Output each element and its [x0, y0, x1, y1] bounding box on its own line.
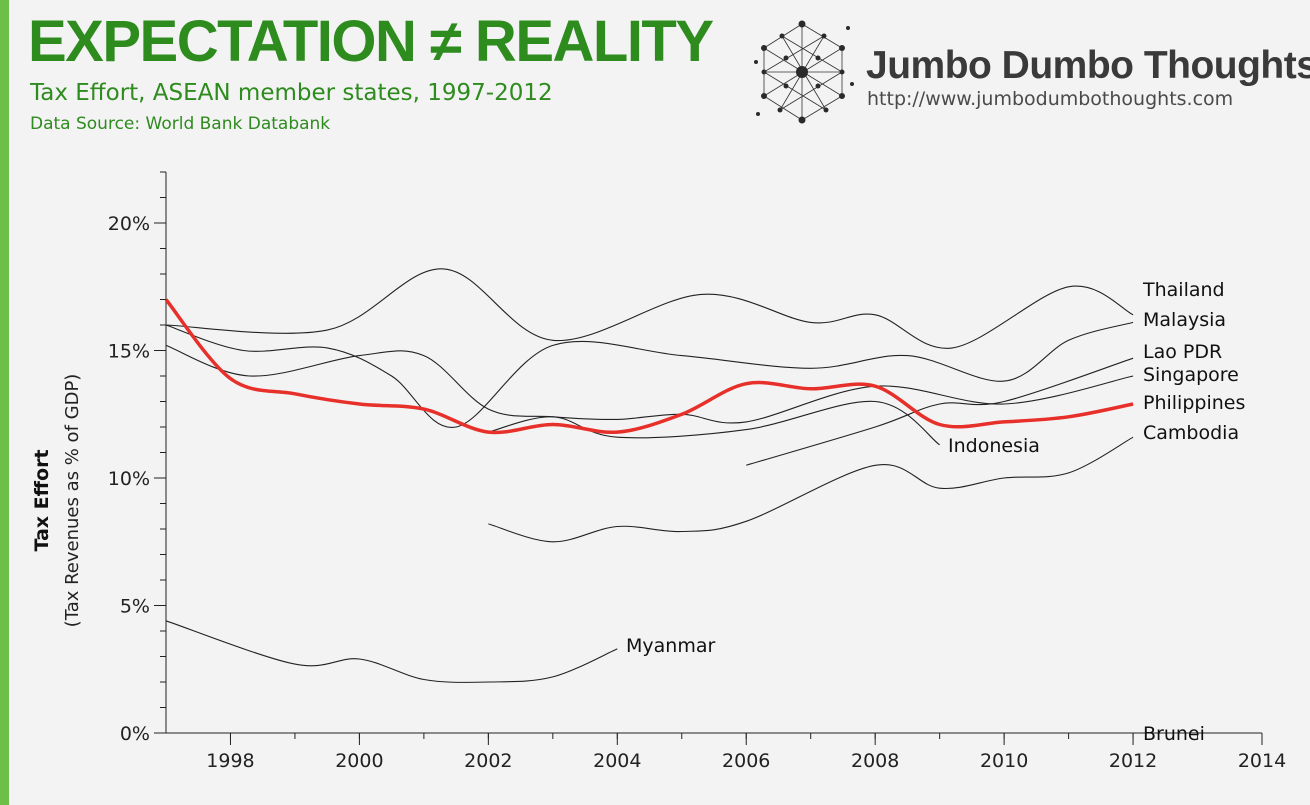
y-tick-label: 0%: [120, 723, 150, 745]
x-tick-label: 2000: [335, 750, 383, 772]
series-line-singapore: [165, 344, 1134, 424]
y-tick-label: 15%: [108, 341, 150, 363]
y-tick-label: 20%: [108, 213, 150, 235]
y-axis-title: Tax Effort: [31, 449, 53, 551]
x-tick-label: 2010: [980, 750, 1028, 772]
series-label-thailand: Thailand: [1142, 279, 1225, 301]
series-line-malaysia: [165, 321, 1134, 428]
series-line-cambodia: [488, 436, 1134, 543]
y-tick-label: 5%: [120, 596, 150, 618]
accent-bar: [0, 0, 9, 805]
data-source: Data Source: World Bank Databank: [30, 114, 331, 134]
series-label-brunei: Brunei: [1143, 723, 1205, 745]
series-label-lao-pdr: Lao PDR: [1143, 341, 1222, 363]
brand-url: http://www.jumbodumbothoughts.com: [867, 88, 1234, 110]
x-tick-label: 2002: [464, 750, 512, 772]
chart-subtitle: Tax Effort, ASEAN member states, 1997-20…: [30, 80, 553, 106]
x-tick-label: 2012: [1109, 750, 1157, 772]
series-line-indonesia: [488, 400, 940, 446]
page-title: EXPECTATION ≠ REALITY: [28, 9, 714, 74]
series-line-myanmar: [165, 620, 618, 683]
x-tick-label: 2006: [722, 750, 770, 772]
series-label-philippines: Philippines: [1143, 392, 1245, 414]
series-line-thailand: [165, 268, 1134, 349]
x-tick-label: 2014: [1238, 750, 1286, 772]
series-line-lao-pdr: [746, 357, 1134, 466]
series-label-indonesia: Indonesia: [948, 435, 1040, 457]
series-label-singapore: Singapore: [1143, 364, 1239, 386]
series-label-myanmar: Myanmar: [626, 635, 715, 657]
brand-name: Jumbo Dumbo Thoughts: [866, 44, 1310, 87]
y-tick-label: 10%: [108, 468, 150, 490]
series-line-philippines: [164, 298, 1134, 435]
x-tick-label: 2008: [851, 750, 899, 772]
x-tick-label: 1998: [206, 750, 254, 772]
network-logo-icon: [754, 20, 854, 124]
series-label-cambodia: Cambodia: [1143, 422, 1239, 444]
brand-logo: Jumbo Dumbo Thoughts http://www.jumbodum…: [752, 18, 1310, 126]
x-tick-label: 2004: [593, 750, 641, 772]
y-axis-subtitle: (Tax Revenues as % of GDP): [62, 374, 83, 628]
series-label-malaysia: Malaysia: [1143, 309, 1226, 331]
